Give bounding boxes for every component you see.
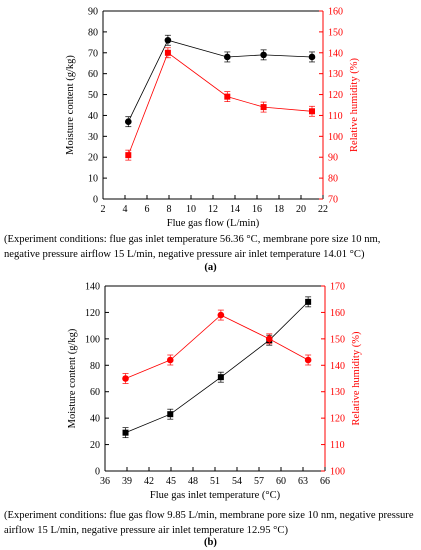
y-tick-label: 10 bbox=[88, 174, 98, 185]
y2-axis-title: Relative humidity (%) bbox=[351, 331, 362, 425]
series-1-point bbox=[122, 429, 129, 436]
y-tick-label: 40 bbox=[88, 111, 98, 122]
caption-b: (Experiment conditions: flue gas flow 9.… bbox=[4, 510, 414, 536]
y2-tick-label: 90 bbox=[328, 153, 338, 164]
series-1-point bbox=[308, 53, 316, 61]
x-tick-label: 2 bbox=[101, 204, 106, 215]
panel-label-b: (b) bbox=[204, 537, 217, 548]
series-2-point bbox=[224, 93, 231, 100]
y2-tick-label: 70 bbox=[328, 195, 338, 206]
chart-b: 36 39 42 45 48 51 54 57 60 63 66 0 20 40 60 80 100 120 140… bbox=[67, 282, 362, 502]
x-tick-label: 51 bbox=[210, 476, 220, 487]
y-tick-label: 120 bbox=[85, 308, 100, 319]
series-1-point bbox=[305, 298, 312, 305]
y-tick-label: 100 bbox=[85, 334, 100, 345]
x-tick-label: 6 bbox=[145, 204, 150, 215]
x-tick-label: 66 bbox=[320, 476, 330, 487]
series-2-point bbox=[265, 335, 273, 343]
y-tick-label: 140 bbox=[85, 282, 100, 293]
x-tick-label: 20 bbox=[296, 204, 306, 215]
series-2-point bbox=[217, 311, 225, 319]
x-tick-label: 54 bbox=[232, 476, 242, 487]
series-2-point bbox=[260, 104, 267, 111]
chart-a: 2 4 6 8 10 12 14 16 18 20 22 0 10 20 30 40 50 60 70 80 90 70 8… bbox=[65, 7, 360, 230]
x-tick-label: 48 bbox=[188, 476, 198, 487]
y-tick-label: 20 bbox=[88, 153, 98, 164]
x-tick-label: 42 bbox=[144, 476, 154, 487]
caption-a: (Experiment conditions: flue gas inlet t… bbox=[4, 234, 381, 260]
x-tick-label: 36 bbox=[100, 476, 110, 487]
series-2-point bbox=[304, 356, 312, 364]
y-tick-label: 50 bbox=[88, 90, 98, 101]
y-tick-label: 0 bbox=[93, 195, 98, 206]
y2-tick-label: 120 bbox=[328, 90, 343, 101]
series-2-point bbox=[164, 49, 171, 56]
x-tick-label: 4 bbox=[123, 204, 128, 215]
y2-tick-label: 100 bbox=[330, 467, 345, 478]
y-tick-label: 20 bbox=[90, 440, 100, 451]
x-tick-label: 63 bbox=[298, 476, 308, 487]
x-tick-label: 60 bbox=[276, 476, 286, 487]
x-tick-label: 10 bbox=[186, 204, 196, 215]
series-2-line bbox=[125, 314, 309, 379]
series-1-point bbox=[260, 51, 267, 59]
series-2-point bbox=[309, 108, 315, 115]
y-tick-label: 60 bbox=[90, 387, 100, 398]
y2-tick-label: 150 bbox=[328, 27, 343, 38]
series-1-point bbox=[217, 374, 224, 381]
y2-tick-label: 170 bbox=[330, 282, 345, 293]
y2-axis-title: Relative humidity (%) bbox=[349, 58, 360, 152]
y-tick-label: 80 bbox=[90, 361, 100, 372]
y2-tick-label: 130 bbox=[328, 69, 343, 80]
y2-tick-label: 150 bbox=[330, 334, 345, 345]
y-axis-title: Moisture content (g/kg) bbox=[67, 328, 78, 428]
y2-tick-label: 110 bbox=[330, 440, 345, 451]
panel-label-a: (a) bbox=[204, 262, 217, 273]
series-1-point bbox=[125, 118, 132, 126]
x-tick-label: 18 bbox=[274, 204, 284, 215]
y2-tick-label: 160 bbox=[328, 7, 343, 18]
y2-tick-label: 140 bbox=[328, 48, 343, 59]
x-axis-title: Flue gas inlet temperature (°C) bbox=[150, 490, 281, 501]
x-tick-label: 57 bbox=[254, 476, 264, 487]
x-tick-label: 8 bbox=[167, 204, 172, 215]
y2-tick-label: 110 bbox=[328, 111, 343, 122]
series-2-point bbox=[122, 375, 129, 382]
y-tick-label: 30 bbox=[88, 132, 98, 143]
y2-tick-label: 80 bbox=[328, 174, 338, 185]
series-2-point bbox=[166, 356, 174, 364]
y-tick-label: 60 bbox=[88, 69, 98, 80]
y-axis-title: Moisture content (g/kg) bbox=[65, 55, 76, 155]
y-tick-label: 40 bbox=[90, 414, 100, 425]
y-tick-label: 0 bbox=[95, 467, 100, 478]
y2-tick-label: 140 bbox=[330, 361, 345, 372]
x-tick-label: 12 bbox=[208, 204, 218, 215]
x-tick-label: 39 bbox=[122, 476, 132, 487]
x-axis-title: Flue gas flow (L/min) bbox=[167, 218, 260, 229]
y2-tick-label: 100 bbox=[328, 132, 343, 143]
series-1-point bbox=[167, 411, 174, 418]
y2-tick-label: 130 bbox=[330, 387, 345, 398]
series-2-line bbox=[127, 52, 313, 156]
x-tick-label: 16 bbox=[252, 204, 262, 215]
y-tick-label: 80 bbox=[88, 27, 98, 38]
x-tick-label: 22 bbox=[318, 204, 328, 215]
x-tick-label: 14 bbox=[230, 204, 240, 215]
y-tick-label: 90 bbox=[88, 7, 98, 18]
y-tick-label: 70 bbox=[88, 48, 98, 59]
series-1-point bbox=[224, 53, 231, 61]
series-1-line bbox=[127, 39, 313, 122]
x-tick-label: 45 bbox=[166, 476, 176, 487]
y2-tick-label: 160 bbox=[330, 308, 345, 319]
y2-tick-label: 120 bbox=[330, 414, 345, 425]
series-1-point bbox=[164, 36, 172, 44]
series-2-point bbox=[125, 152, 132, 159]
